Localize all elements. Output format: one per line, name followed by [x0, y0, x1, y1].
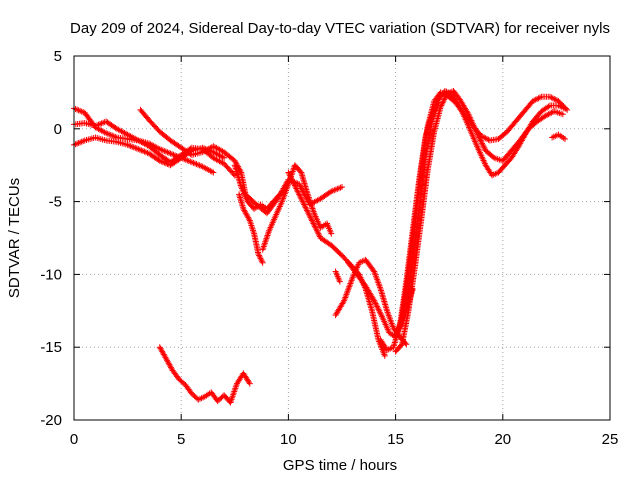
x-tick-label: 15	[387, 431, 404, 448]
x-tick-label: 25	[602, 431, 619, 448]
series-track-9	[332, 268, 343, 285]
plus-marker-trail	[399, 285, 416, 329]
plus-marker-trail	[236, 191, 266, 266]
x-tick-label: 5	[177, 431, 185, 448]
x-tick-label: 20	[494, 431, 511, 448]
series-track-5	[231, 162, 283, 212]
plot-frame	[73, 55, 611, 421]
series-track-16	[549, 131, 568, 142]
y-tick-label: -20	[40, 412, 62, 429]
series-track-14	[403, 99, 442, 307]
plus-marker-trail	[156, 344, 253, 406]
plus-marker-trail	[231, 162, 283, 212]
plus-marker-trail	[549, 131, 568, 142]
x-tick-label: 10	[280, 431, 297, 448]
y-axis-label: SDTVAR / TECUs	[6, 178, 23, 298]
y-axis: -20 -15 -10 -5 0 5	[40, 48, 610, 429]
x-tick-label: 0	[70, 431, 78, 448]
grid-lines	[74, 56, 610, 420]
y-tick-label: -5	[49, 194, 62, 211]
series-track-15	[399, 285, 416, 329]
x-axis: 0 5 10 15 20 25	[70, 56, 619, 448]
y-tick-label: -15	[40, 339, 62, 356]
y-tick-label: 0	[54, 121, 62, 138]
y-tick-label: 5	[54, 48, 62, 65]
y-tick-label: -10	[40, 266, 62, 283]
plus-marker-trail	[403, 99, 442, 307]
plus-marker-trail	[332, 268, 343, 285]
series-track-17	[156, 344, 253, 406]
x-axis-label: GPS time / hours	[283, 457, 397, 474]
chart-title: Day 209 of 2024, Sidereal Day-to-day VTE…	[70, 20, 610, 37]
series-track-6	[236, 191, 266, 266]
data-points	[71, 87, 571, 406]
